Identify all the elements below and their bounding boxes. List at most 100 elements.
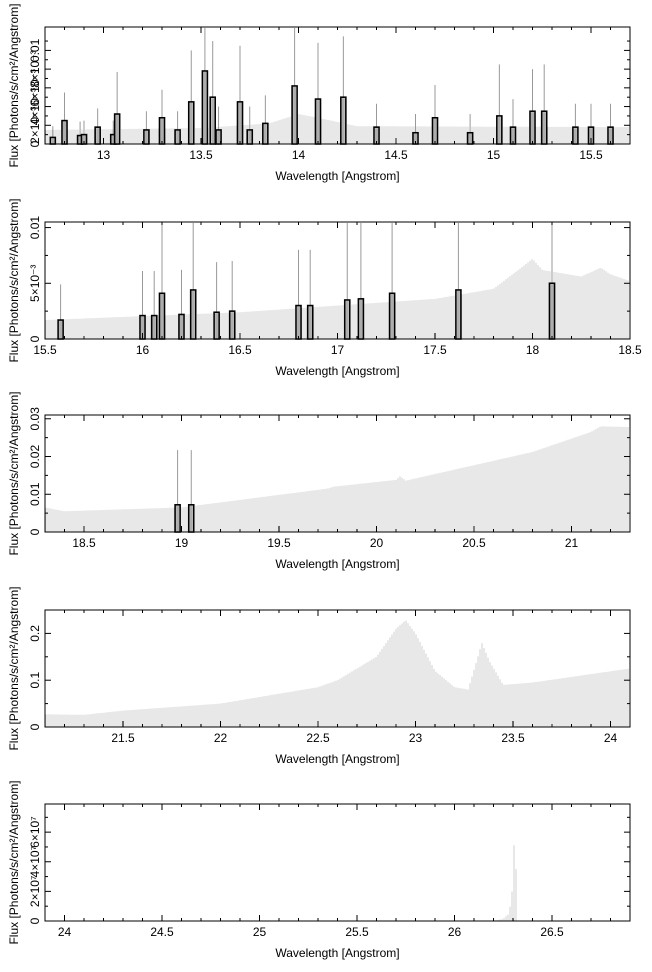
- x-tick-label: 13.5: [189, 148, 213, 162]
- x-tick-label: 24: [58, 925, 72, 939]
- y-axis-label: Flux [Photons/s/cm²/Angstrom]: [7, 586, 21, 750]
- data-bin-fill: [609, 128, 612, 143]
- data-bin-fill: [203, 71, 207, 143]
- y-tick-label: 0.03: [28, 407, 42, 431]
- data-bin-fill: [293, 86, 297, 143]
- data-bin-fill: [263, 124, 267, 143]
- y-tick-label: 0.2: [28, 625, 42, 642]
- x-tick-label: 22: [214, 731, 228, 745]
- data-bin-fill: [160, 118, 164, 143]
- data-bin-fill: [542, 112, 546, 143]
- x-tick-label: 17.5: [423, 343, 447, 357]
- y-tick-label: 0.01: [28, 216, 42, 240]
- x-tick-label: 26: [448, 925, 462, 939]
- y-axis-label: Flux [Photons/s/cm²/Angstrom]: [7, 780, 21, 944]
- x-tick-label: 23.5: [501, 731, 525, 745]
- data-bin-fill: [433, 118, 437, 143]
- y-tick-label: 8×10⁻³: [28, 50, 42, 87]
- data-bin-fill: [359, 299, 363, 338]
- x-tick-label: 13: [97, 148, 111, 162]
- data-bin-fill: [497, 116, 501, 143]
- continuum-lines: [495, 845, 517, 921]
- data-bin-fill: [189, 102, 193, 143]
- data-bin-fill: [59, 321, 63, 338]
- data-bin-fill: [176, 130, 180, 143]
- x-tick-label: 20.5: [462, 536, 486, 550]
- data-bin-fill: [189, 505, 193, 531]
- y-tick-label: 0.02: [28, 445, 42, 469]
- x-axis-label: Wavelength [Angstrom]: [275, 364, 399, 378]
- data-bin-fill: [573, 128, 577, 143]
- data-bin-fill: [176, 505, 180, 531]
- y-tick-label: 0: [28, 723, 42, 730]
- data-bin-fill: [111, 135, 115, 143]
- y-tick-label: 0: [28, 140, 42, 147]
- x-tick-label: 23: [409, 731, 423, 745]
- y-tick-label: 2×10⁻³: [28, 107, 42, 144]
- x-tick-label: 24: [604, 731, 618, 745]
- data-bin-fill: [345, 301, 349, 338]
- y-tick-label: 0: [28, 917, 42, 924]
- data-bin-fill: [215, 313, 219, 338]
- continuum-lines: [45, 426, 629, 532]
- y-tick-label: 0.1: [28, 672, 42, 689]
- data-bin-fill: [390, 294, 394, 338]
- data-bin-fill: [248, 130, 252, 143]
- chart-panel-2: 15.5 16 16.5 17 17.5 18 18.5 0 5×10⁻³ 0.01 Wavelen…: [7, 198, 642, 378]
- model-continuum: [45, 620, 629, 727]
- data-bin-fill: [63, 121, 66, 143]
- x-tick-label: 15: [487, 148, 501, 162]
- x-tick-label: 17: [331, 343, 345, 357]
- x-tick-label: 19: [175, 536, 189, 550]
- data-bin-fill: [51, 138, 55, 143]
- x-tick-label: 14: [292, 148, 306, 162]
- data-bin-fill: [78, 136, 82, 143]
- y-tick-label: 4×10⁻³: [28, 88, 42, 125]
- data-bin-fill: [531, 112, 534, 143]
- data-bin-fill: [144, 130, 148, 143]
- model-continuum: [495, 845, 517, 921]
- x-axis-label: Wavelength [Angstrom]: [275, 169, 399, 183]
- data-bin-fill: [375, 128, 378, 143]
- data-bin-fill: [230, 312, 234, 338]
- chart-panel-4: 21.5 22 22.5 23 23.5 24 0 0.1 0.2 Wavelength [Ang…: [7, 586, 631, 766]
- y-tick-label: 2×10⁷: [28, 876, 42, 907]
- x-tick-label: 20: [370, 536, 384, 550]
- x-tick-label: 19.5: [267, 536, 291, 550]
- chart-panel-3: 18.5 19 19.5 20 20.5 21 0 0.01 0.02 0.03 Wavelengt…: [7, 391, 631, 571]
- chart-panel-1: 13 13.5 14 14.5 15 15.5 02×10⁻³4×10⁻³6×10⁻³8×1…: [7, 3, 631, 183]
- data-bin-fill: [160, 294, 164, 338]
- model-continuum: [45, 114, 629, 144]
- x-tick-label: 25: [253, 925, 267, 939]
- y-tick-label: 6×10⁷: [28, 816, 42, 847]
- x-axis-label: Wavelength [Angstrom]: [275, 557, 399, 571]
- x-tick-label: 18.5: [618, 343, 642, 357]
- x-tick-label: 22.5: [306, 731, 330, 745]
- y-tick-label: 5×10⁻³: [28, 265, 42, 302]
- data-bin-fill: [589, 128, 593, 143]
- x-tick-label: 21: [565, 536, 579, 550]
- continuum-lines: [45, 620, 629, 727]
- x-tick-label: 26.5: [540, 925, 564, 939]
- model-continuum: [45, 426, 629, 532]
- data-bin-fill: [152, 316, 156, 338]
- x-axis-label: Wavelength [Angstrom]: [275, 752, 399, 766]
- x-tick-label: 21.5: [111, 731, 135, 745]
- x-tick-label: 16.5: [228, 343, 252, 357]
- y-tick-label: 6×10⁻³: [28, 69, 42, 106]
- x-axis-label: Wavelength [Angstrom]: [275, 946, 399, 960]
- y-axis-label: Flux [Photons/s/cm²/Angstrom]: [7, 198, 21, 362]
- data-bin-fill: [238, 102, 242, 143]
- data-bin-fill: [456, 290, 460, 338]
- x-tick-label: 25.5: [345, 925, 369, 939]
- data-bin-fill: [180, 315, 183, 338]
- data-bin-fill: [550, 284, 554, 338]
- data-bin-fill: [141, 316, 144, 338]
- x-tick-label: 18.5: [72, 536, 96, 550]
- x-tick-label: 14.5: [384, 148, 408, 162]
- data-bin-fill: [217, 130, 221, 143]
- data-bin-fill: [297, 306, 300, 338]
- data-bin-fill: [115, 115, 119, 143]
